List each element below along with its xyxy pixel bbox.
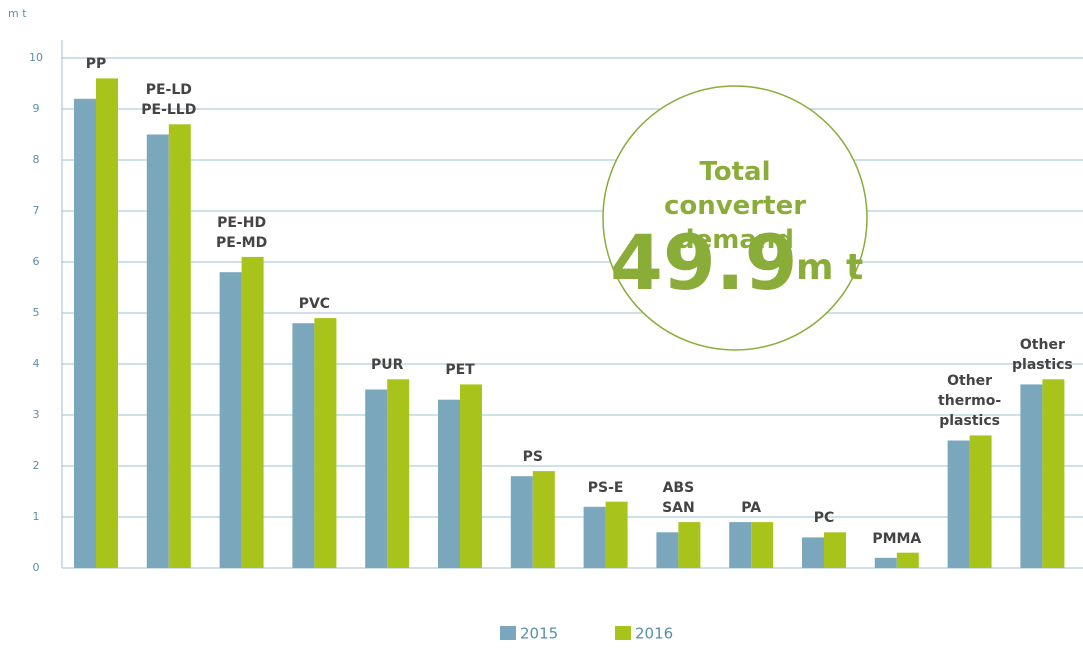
bar — [96, 78, 118, 569]
bar — [219, 272, 242, 568]
bar — [751, 522, 774, 568]
category-label: PC — [813, 510, 835, 527]
category-label: PA — [741, 500, 762, 517]
bar — [241, 256, 264, 568]
category-label: PMMA — [872, 530, 922, 547]
category-label: PET — [445, 362, 475, 379]
category-label: PE-LD PE-LLD — [141, 82, 197, 119]
legend-label: 2015 — [520, 625, 558, 643]
y-tick-label: 8 — [33, 153, 40, 166]
bar — [460, 384, 482, 568]
y-tick-label: 7 — [33, 204, 40, 217]
y-tick-label: 5 — [33, 306, 40, 319]
bar — [387, 379, 410, 568]
bar — [678, 522, 701, 568]
bar — [365, 389, 388, 568]
y-tick-label: 9 — [33, 102, 40, 115]
category-label: PE-HD PE-MD — [216, 214, 268, 251]
category-label: PS — [522, 449, 543, 466]
category-label: PP — [85, 56, 107, 73]
bar — [74, 98, 96, 569]
bar — [969, 435, 992, 568]
category-label: ABS SAN — [662, 480, 695, 517]
legend-swatch — [500, 626, 516, 640]
y-tick-label: 2 — [33, 459, 40, 472]
annotation-unit: m t — [796, 247, 864, 288]
y-tick-label: 4 — [33, 357, 40, 370]
annotation-circle — [602, 85, 868, 351]
legend-label: 2016 — [635, 625, 673, 643]
y-axis-label: m t — [8, 7, 27, 20]
category-label: Other plastics — [1012, 337, 1073, 374]
y-tick-label: 3 — [33, 408, 40, 421]
bar — [532, 471, 555, 568]
bar — [510, 476, 533, 568]
bar — [314, 318, 337, 568]
annotation-text: Total converter demand — [663, 157, 807, 255]
bar — [146, 134, 169, 568]
category-label: PS-E — [587, 479, 624, 496]
bar — [729, 522, 752, 568]
bar — [605, 501, 628, 568]
bar — [438, 399, 460, 568]
bar — [583, 506, 606, 568]
annotation-value: 49.9 — [610, 218, 798, 307]
legend-swatch — [615, 626, 631, 640]
y-tick-label: 1 — [33, 510, 40, 523]
bar — [168, 124, 191, 569]
bar — [656, 532, 679, 568]
bar — [874, 557, 897, 568]
category-label: Other thermo- plastics — [938, 373, 1002, 430]
y-tick-label: 6 — [33, 255, 40, 268]
bar — [292, 323, 315, 568]
category-label: PVC — [298, 296, 331, 313]
bar — [947, 440, 970, 568]
category-label: PUR — [370, 357, 404, 374]
y-tick-label: 10 — [29, 51, 43, 64]
bar — [1042, 379, 1065, 568]
y-tick-label: 0 — [33, 561, 40, 574]
bar — [802, 537, 824, 568]
bar — [824, 532, 846, 568]
bar — [1020, 384, 1043, 568]
bar — [896, 552, 919, 568]
